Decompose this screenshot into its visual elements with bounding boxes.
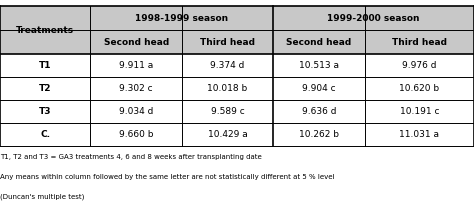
Text: 9.636 d: 9.636 d [301, 107, 336, 116]
Text: 10.018 b: 10.018 b [208, 84, 247, 93]
Text: 11.031 a: 11.031 a [400, 130, 439, 139]
Text: Treatments: Treatments [16, 26, 74, 35]
Text: 9.976 d: 9.976 d [402, 61, 437, 70]
Bar [0, 6, 474, 54]
Text: T3: T3 [39, 107, 51, 116]
Text: 1998-1999 season: 1998-1999 season [135, 14, 228, 23]
Text: 10.620 b: 10.620 b [400, 84, 439, 93]
Text: Third head: Third head [200, 38, 255, 47]
Text: Third head: Third head [392, 38, 447, 47]
Text: 9.589 c: 9.589 c [210, 107, 245, 116]
Text: 10.191 c: 10.191 c [400, 107, 439, 116]
Text: 10.429 a: 10.429 a [208, 130, 247, 139]
Text: 9.911 a: 9.911 a [119, 61, 154, 70]
Text: 9.034 d: 9.034 d [119, 107, 154, 116]
Bar [0, 123, 474, 146]
Text: 10.262 b: 10.262 b [299, 130, 339, 139]
Text: C.: C. [40, 130, 50, 139]
Text: 9.904 c: 9.904 c [302, 84, 336, 93]
Text: Any means within column followed by the same letter are not statistically differ: Any means within column followed by the … [0, 174, 335, 180]
Text: 1999-2000 season: 1999-2000 season [327, 14, 419, 23]
Bar [0, 100, 474, 123]
Text: T2: T2 [39, 84, 51, 93]
Text: 9.302 c: 9.302 c [119, 84, 153, 93]
Text: 9.660 b: 9.660 b [119, 130, 154, 139]
Bar [0, 77, 474, 100]
Text: (Duncan's multiple test): (Duncan's multiple test) [0, 193, 84, 200]
Text: 9.374 d: 9.374 d [210, 61, 245, 70]
Text: T1, T2 and T3 = GA3 treatments 4, 6 and 8 weeks after transplanting date: T1, T2 and T3 = GA3 treatments 4, 6 and … [0, 154, 262, 160]
Text: 10.513 a: 10.513 a [299, 61, 339, 70]
Text: Second head: Second head [286, 38, 351, 47]
Text: Second head: Second head [104, 38, 169, 47]
Text: T1: T1 [39, 61, 51, 70]
Bar [0, 54, 474, 77]
